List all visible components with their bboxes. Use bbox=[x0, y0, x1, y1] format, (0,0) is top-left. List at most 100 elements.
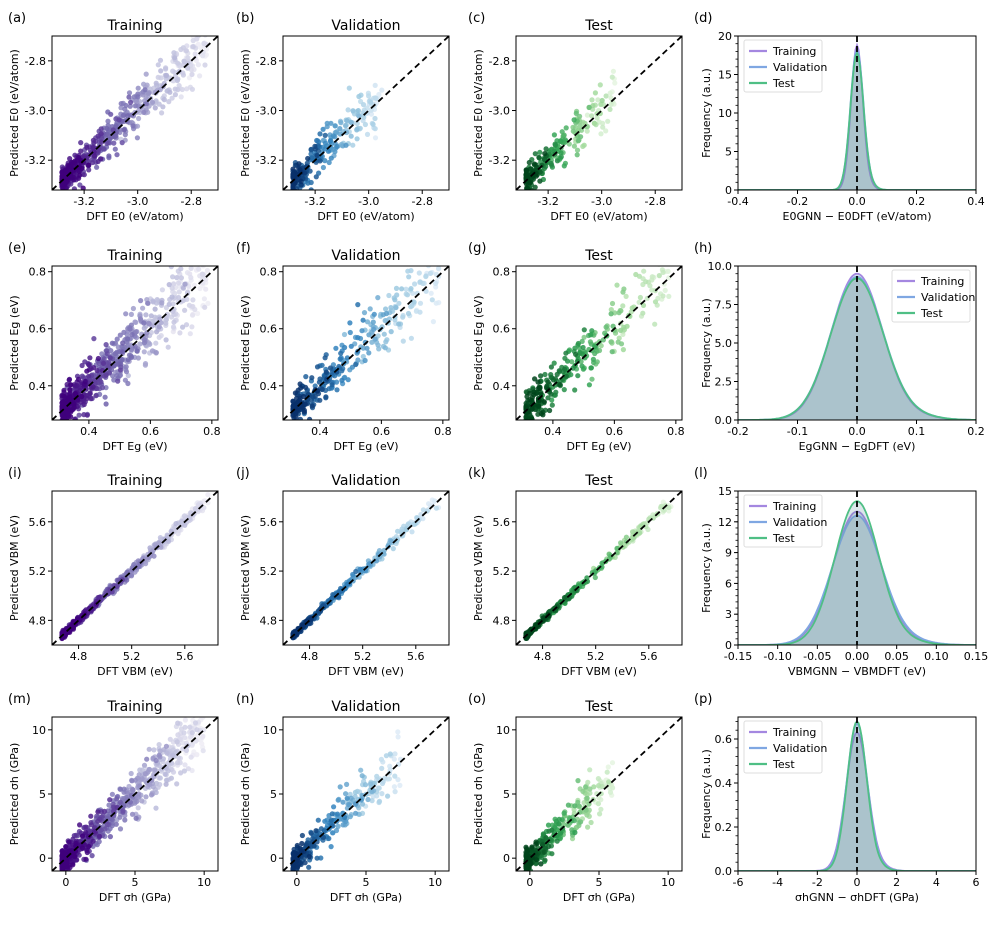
diagonal-line bbox=[283, 36, 449, 190]
scatter-point bbox=[141, 320, 147, 326]
scatter-point bbox=[409, 303, 415, 309]
scatter-point bbox=[137, 316, 144, 322]
scatter-point bbox=[383, 310, 390, 317]
scatter-point bbox=[366, 332, 372, 338]
y-tick-label: 5.2 bbox=[260, 565, 278, 578]
scatter-point bbox=[433, 280, 439, 286]
scatter-point bbox=[159, 110, 165, 116]
panel-letter: (j) bbox=[236, 466, 250, 481]
scatter-point bbox=[532, 376, 538, 382]
scatter-point bbox=[361, 310, 368, 316]
scatter-point bbox=[376, 785, 382, 791]
scatter-point bbox=[205, 492, 211, 498]
scatter-point bbox=[175, 760, 181, 766]
scatter-point bbox=[607, 106, 613, 112]
scatter-point bbox=[332, 123, 338, 129]
scatter-point bbox=[395, 777, 401, 783]
scatter-point bbox=[173, 521, 179, 527]
scatter-point bbox=[388, 305, 394, 311]
scatter-point bbox=[123, 364, 129, 370]
scatter-point bbox=[121, 329, 127, 335]
scatter-point bbox=[176, 289, 182, 295]
scatter-point bbox=[331, 804, 337, 810]
scatter-point bbox=[629, 305, 635, 311]
scatter-point bbox=[623, 293, 629, 299]
scatter-point bbox=[550, 377, 557, 383]
chart-title: Training bbox=[106, 248, 162, 264]
scatter-point bbox=[308, 151, 314, 157]
scatter-point bbox=[395, 528, 401, 534]
scatter-point bbox=[152, 767, 158, 773]
scatter-point bbox=[376, 91, 382, 98]
y-tick-label: 5.6 bbox=[493, 516, 511, 529]
legend-entry-test: Test bbox=[920, 307, 943, 320]
scatter-point bbox=[117, 799, 123, 805]
scatter-point bbox=[125, 380, 131, 387]
scatter-point bbox=[79, 833, 86, 839]
scatter-point bbox=[327, 365, 334, 371]
y-tick-label: 0 bbox=[39, 852, 46, 865]
scatter-point bbox=[158, 544, 164, 550]
scatter-point bbox=[355, 335, 361, 341]
scatter-point bbox=[348, 343, 354, 349]
scatter-point bbox=[135, 94, 141, 100]
scatter-point bbox=[189, 24, 194, 29]
y-tick-label: 0.8 bbox=[29, 266, 47, 279]
x-tick-label: 5.6 bbox=[407, 650, 425, 663]
scatter-point bbox=[199, 741, 205, 747]
x-tick-label: -3.2 bbox=[73, 195, 94, 208]
scatter-point bbox=[433, 300, 439, 306]
scatter-point bbox=[367, 306, 373, 312]
scatter-point bbox=[63, 844, 69, 850]
scatter-point bbox=[189, 86, 195, 92]
scatter-point bbox=[182, 281, 188, 287]
legend-entry-validation: Validation bbox=[773, 516, 827, 529]
scatter-point bbox=[183, 322, 190, 328]
panel-letter: (e) bbox=[8, 241, 26, 256]
scatter-point bbox=[586, 382, 593, 388]
scatter-point bbox=[153, 780, 160, 787]
scatter-point bbox=[98, 379, 104, 385]
scatter-point bbox=[392, 789, 398, 795]
scatter-point bbox=[146, 766, 152, 773]
scatter-point bbox=[177, 330, 183, 336]
scatter-point bbox=[123, 311, 129, 317]
scatter-point bbox=[408, 335, 414, 341]
scatter-point bbox=[372, 115, 378, 122]
scatter-point bbox=[155, 62, 161, 68]
scatter-point bbox=[129, 778, 135, 784]
scatter-point bbox=[95, 809, 101, 815]
scatter-point bbox=[79, 845, 85, 851]
scatter-point bbox=[588, 332, 594, 338]
scatter-point bbox=[338, 350, 344, 356]
scatter-point bbox=[378, 756, 384, 763]
panel-letter: (h) bbox=[694, 241, 712, 256]
y-tick-label: -3.0 bbox=[489, 105, 510, 118]
scatter-point bbox=[84, 395, 90, 401]
scatter-point bbox=[113, 123, 119, 129]
scatter-point bbox=[354, 136, 360, 142]
scatter-point bbox=[159, 287, 165, 293]
scatter-point bbox=[314, 855, 320, 861]
scatter-point bbox=[86, 167, 92, 173]
scatter-point bbox=[314, 364, 321, 370]
scatter-point bbox=[76, 412, 82, 418]
scatter-point bbox=[306, 864, 312, 870]
scatter-point bbox=[532, 151, 538, 157]
panel-b: -3.2 -3.0 -2.8-3.2-3.0-2.8Validation(b)DFT… bbox=[236, 11, 450, 223]
scatter-point bbox=[82, 359, 88, 365]
scatter-point bbox=[343, 142, 349, 148]
scatter-point bbox=[115, 378, 121, 384]
scatter-point bbox=[618, 540, 624, 546]
scatter-point bbox=[154, 329, 160, 335]
scatter-point bbox=[197, 251, 202, 256]
scatter-point bbox=[372, 126, 378, 132]
x-tick-label: 0.4 bbox=[311, 425, 329, 438]
scatter-point bbox=[392, 773, 398, 779]
scatter-point bbox=[290, 166, 296, 172]
scatter-point bbox=[78, 148, 84, 154]
scatter-point bbox=[302, 860, 308, 866]
scatter-point bbox=[430, 319, 436, 325]
scatter-point bbox=[581, 334, 587, 340]
